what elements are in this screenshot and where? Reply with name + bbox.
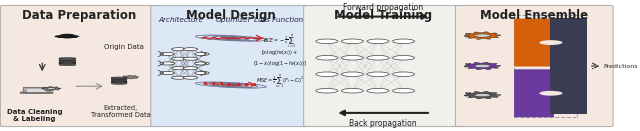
Circle shape bbox=[127, 76, 134, 78]
FancyBboxPatch shape bbox=[514, 69, 554, 117]
Ellipse shape bbox=[111, 81, 127, 82]
Circle shape bbox=[367, 56, 389, 60]
Circle shape bbox=[47, 88, 56, 89]
Text: Model 1: Model 1 bbox=[465, 33, 492, 39]
Circle shape bbox=[160, 71, 175, 75]
Ellipse shape bbox=[59, 59, 76, 61]
Circle shape bbox=[316, 72, 338, 77]
Ellipse shape bbox=[59, 62, 76, 63]
FancyBboxPatch shape bbox=[304, 5, 463, 127]
Text: Model 3: Model 3 bbox=[465, 92, 492, 98]
Circle shape bbox=[195, 52, 209, 56]
Text: Loss Function: Loss Function bbox=[255, 17, 303, 23]
Ellipse shape bbox=[59, 63, 76, 64]
Text: Optimizer: Optimizer bbox=[216, 17, 252, 23]
Circle shape bbox=[160, 62, 175, 65]
Circle shape bbox=[540, 91, 564, 96]
Circle shape bbox=[316, 39, 338, 44]
Circle shape bbox=[172, 76, 186, 79]
FancyBboxPatch shape bbox=[1, 5, 158, 127]
Polygon shape bbox=[464, 32, 500, 39]
Circle shape bbox=[195, 71, 209, 75]
Circle shape bbox=[392, 56, 415, 60]
Circle shape bbox=[367, 72, 389, 77]
Bar bbox=[59, 61, 76, 62]
Circle shape bbox=[367, 88, 389, 93]
Circle shape bbox=[316, 56, 338, 60]
Text: $MSE=\frac{1}{n}\sum_{i=1}^{n}(F_i-C_i)^2$: $MSE=\frac{1}{n}\sum_{i=1}^{n}(F_i-C_i)^… bbox=[255, 72, 304, 90]
Ellipse shape bbox=[111, 78, 127, 80]
Bar bbox=[59, 63, 76, 65]
Bar bbox=[111, 78, 127, 79]
Bar bbox=[550, 18, 587, 114]
Text: Origin Data: Origin Data bbox=[104, 44, 144, 50]
Text: Model Training: Model Training bbox=[334, 9, 432, 22]
Ellipse shape bbox=[111, 77, 127, 78]
Circle shape bbox=[367, 39, 389, 44]
Ellipse shape bbox=[59, 64, 76, 66]
Text: Model 2: Model 2 bbox=[465, 63, 492, 69]
FancyBboxPatch shape bbox=[455, 5, 613, 127]
Circle shape bbox=[54, 35, 67, 38]
Circle shape bbox=[540, 40, 564, 45]
Text: Data Preparation: Data Preparation bbox=[22, 9, 136, 22]
Circle shape bbox=[316, 88, 338, 93]
Text: $[x_i\log(h_\theta(x_i))+$: $[x_i\log(h_\theta(x_i))+$ bbox=[261, 48, 298, 57]
Circle shape bbox=[392, 72, 415, 77]
Circle shape bbox=[172, 57, 186, 60]
Circle shape bbox=[183, 48, 198, 51]
Polygon shape bbox=[42, 87, 61, 91]
FancyBboxPatch shape bbox=[20, 92, 53, 94]
Circle shape bbox=[474, 64, 490, 68]
Ellipse shape bbox=[111, 83, 127, 84]
Circle shape bbox=[540, 40, 563, 45]
Circle shape bbox=[540, 91, 563, 96]
Polygon shape bbox=[464, 62, 500, 70]
Circle shape bbox=[160, 52, 175, 56]
Text: $(1-x_i)\log(1-h_\theta(x_i))]$: $(1-x_i)\log(1-h_\theta(x_i))]$ bbox=[253, 59, 307, 68]
Circle shape bbox=[342, 88, 364, 93]
Polygon shape bbox=[122, 75, 139, 79]
Ellipse shape bbox=[111, 79, 127, 80]
Circle shape bbox=[172, 67, 186, 70]
Circle shape bbox=[195, 62, 209, 65]
Ellipse shape bbox=[111, 82, 127, 83]
Circle shape bbox=[183, 67, 198, 70]
Circle shape bbox=[474, 34, 490, 37]
Circle shape bbox=[183, 76, 198, 79]
Circle shape bbox=[61, 36, 74, 39]
Bar bbox=[111, 80, 127, 81]
Bar bbox=[111, 82, 127, 84]
Circle shape bbox=[172, 48, 186, 51]
Circle shape bbox=[474, 94, 490, 97]
Text: Predictions: Predictions bbox=[604, 64, 638, 69]
Text: Architecture: Architecture bbox=[159, 17, 204, 23]
Circle shape bbox=[342, 56, 364, 60]
Ellipse shape bbox=[59, 60, 76, 61]
Circle shape bbox=[392, 88, 415, 93]
Bar bbox=[59, 58, 76, 60]
Text: $BCE=-\frac{1}{n}\sum_{i=1}^{n}$: $BCE=-\frac{1}{n}\sum_{i=1}^{n}$ bbox=[263, 32, 296, 50]
Text: Back propagation: Back propagation bbox=[349, 119, 417, 128]
Polygon shape bbox=[464, 91, 500, 99]
Ellipse shape bbox=[59, 58, 76, 59]
Text: Model Design: Model Design bbox=[186, 9, 276, 22]
Circle shape bbox=[392, 39, 415, 44]
FancyBboxPatch shape bbox=[514, 19, 554, 67]
Text: Forward propagation: Forward propagation bbox=[343, 2, 423, 12]
FancyBboxPatch shape bbox=[23, 88, 50, 93]
Circle shape bbox=[68, 35, 79, 37]
Circle shape bbox=[342, 72, 364, 77]
Circle shape bbox=[183, 57, 198, 60]
Circle shape bbox=[60, 34, 75, 37]
Text: Model Ensemble: Model Ensemble bbox=[480, 9, 588, 22]
Bar bbox=[27, 89, 46, 92]
Text: Data Cleaning
& Labeling: Data Cleaning & Labeling bbox=[7, 109, 63, 122]
Bar bbox=[58, 36, 77, 38]
Circle shape bbox=[342, 39, 364, 44]
Text: Extracted,
Transformed Data: Extracted, Transformed Data bbox=[90, 105, 150, 118]
FancyBboxPatch shape bbox=[151, 5, 311, 127]
